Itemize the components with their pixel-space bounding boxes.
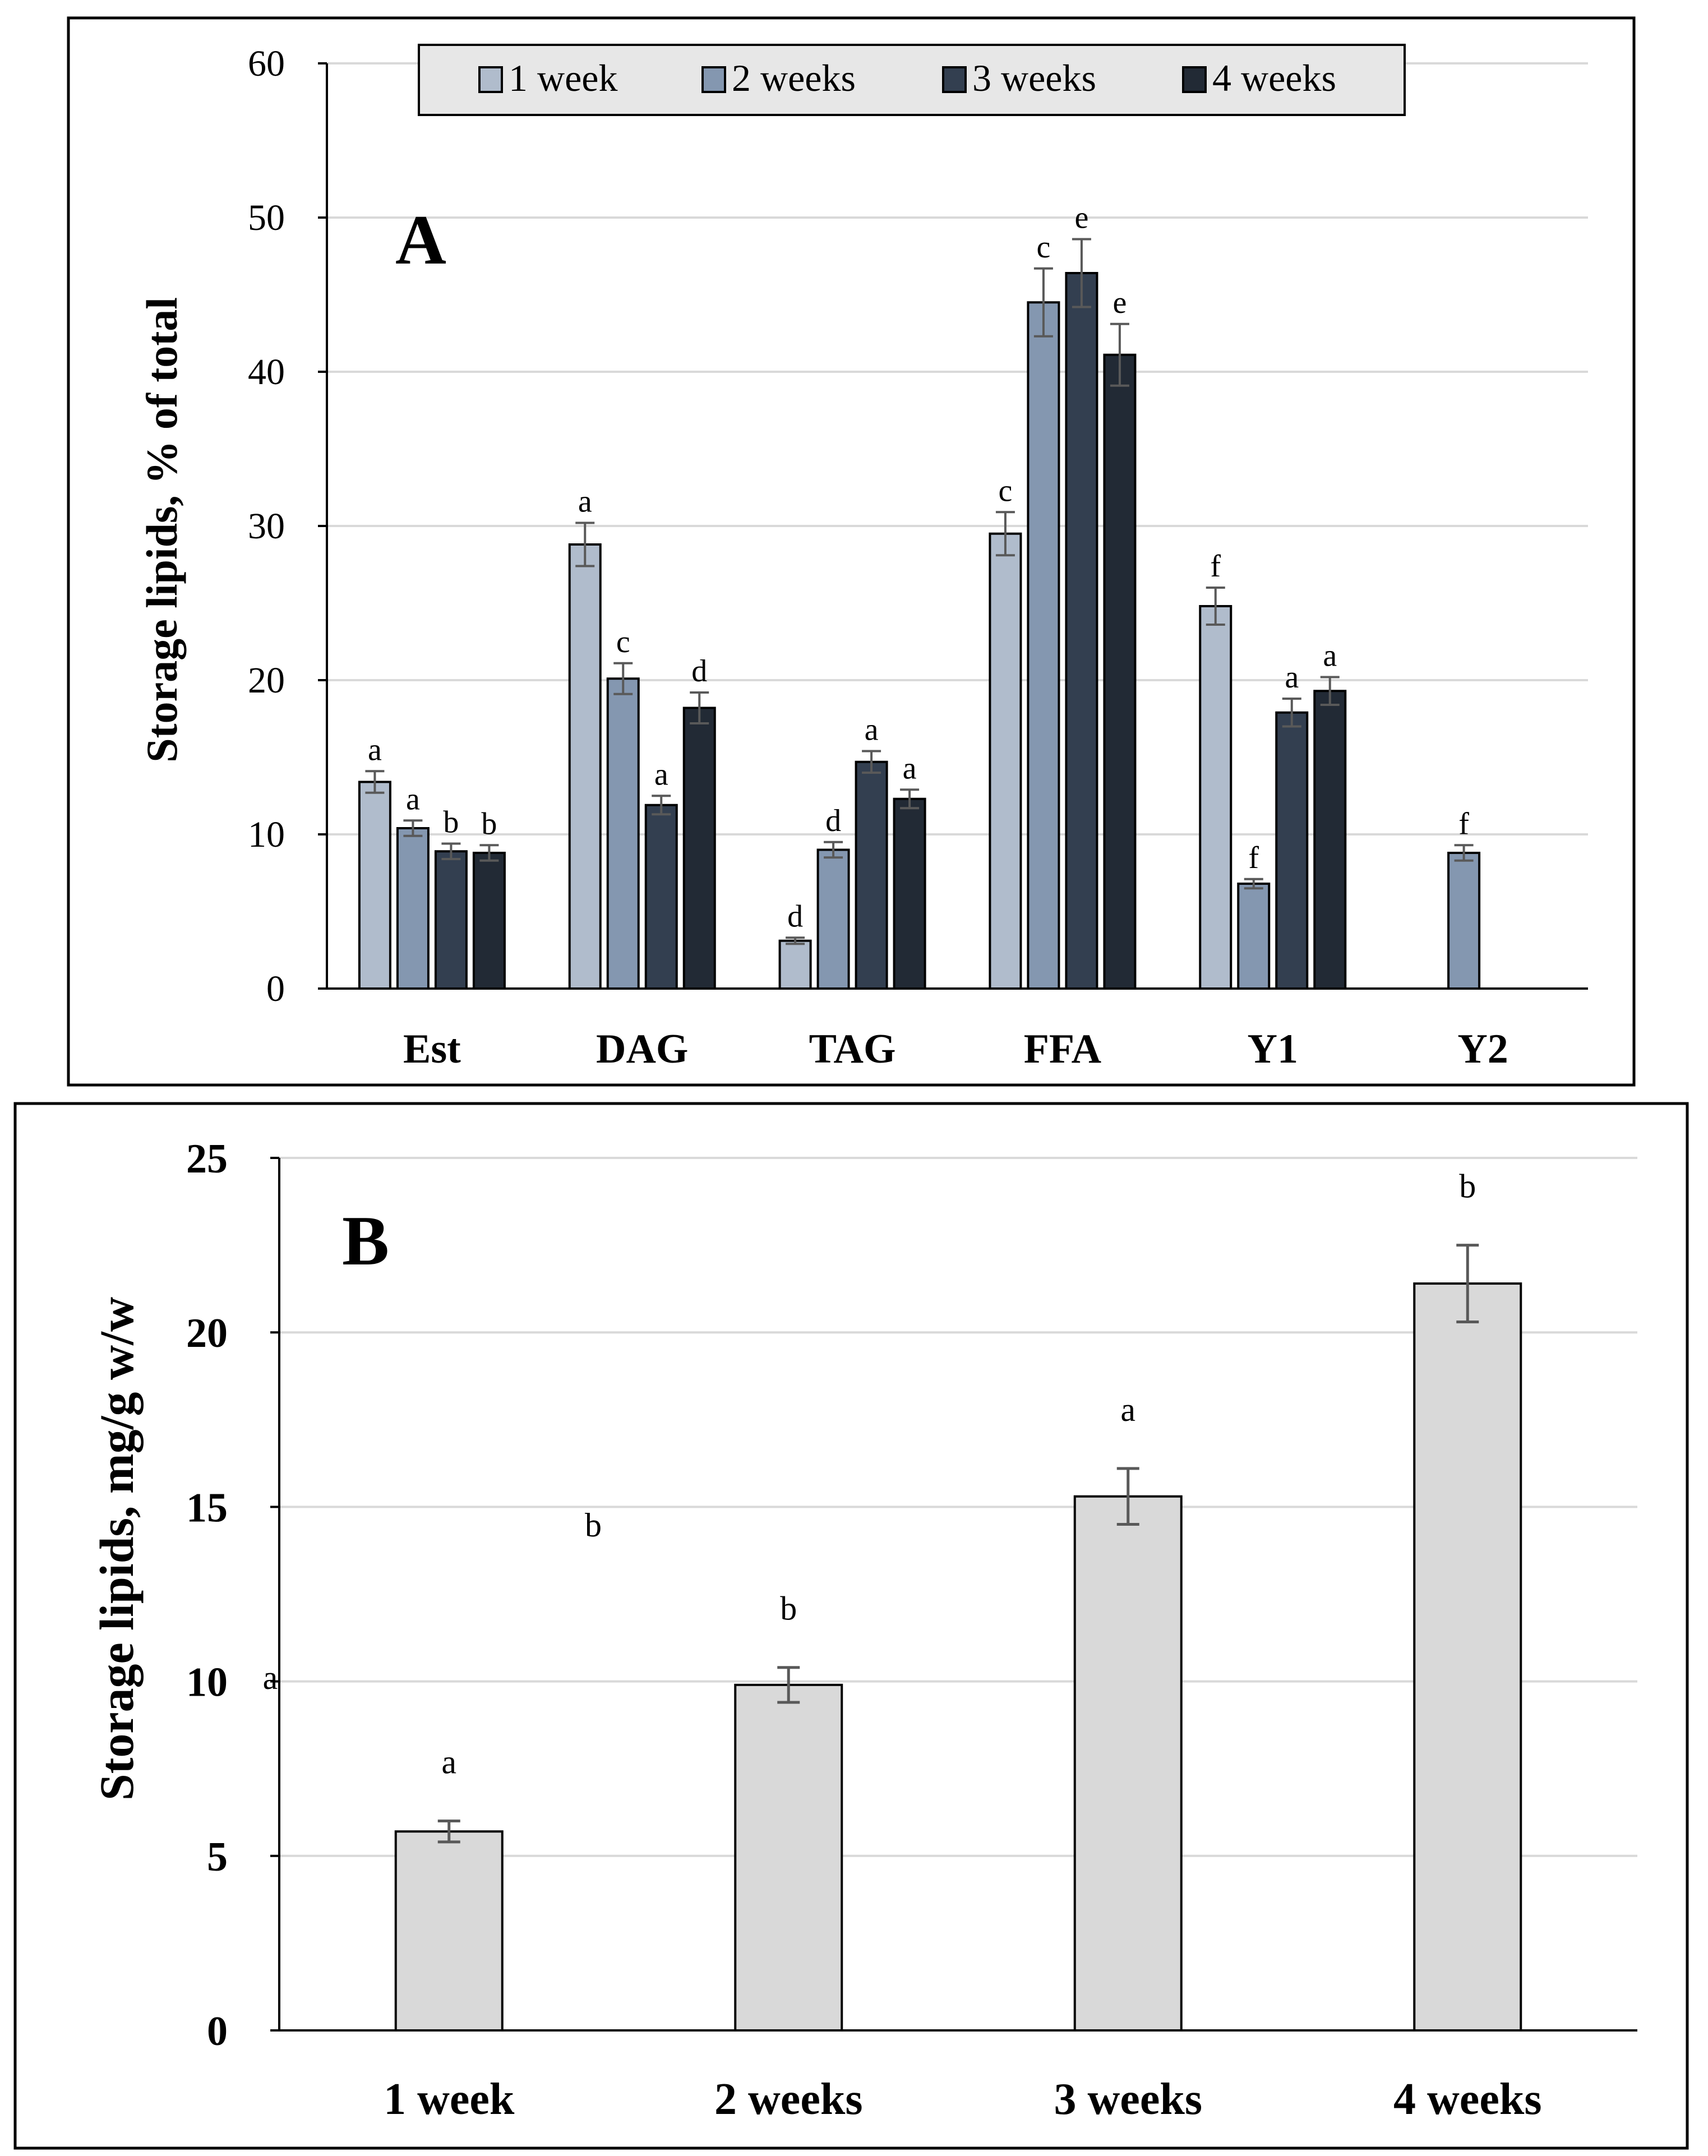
bar [893, 797, 926, 990]
y-tick-label: 10 [186, 1660, 228, 1706]
panel-a-y-axis-label: Storage lipids, % of total [137, 297, 186, 763]
y-tick-label: 20 [248, 660, 285, 701]
legend-swatch [478, 66, 503, 93]
bar [855, 760, 888, 990]
significance-letter: a [1323, 639, 1337, 673]
x-tick-label: 4 weeks [1393, 2075, 1541, 2124]
y-tick-label: 5 [207, 1834, 228, 1880]
significance-letter: a [903, 751, 917, 786]
significance-letter: a [368, 732, 382, 767]
y-tick-label: 60 [248, 43, 285, 84]
significance-letter: a [578, 484, 592, 519]
significance-letter: b [443, 805, 459, 840]
y-tick-label: 30 [248, 506, 285, 547]
bar [644, 804, 678, 990]
legend-entry: 1 week [509, 57, 617, 99]
significance-letter: d [691, 654, 707, 689]
x-tick-label: Y2 [1457, 1026, 1508, 1072]
significance-letter: b [1459, 1168, 1476, 1205]
panel-a-frame [67, 16, 1636, 1087]
bar [1065, 272, 1098, 990]
panel-b-axes: 0 5 10 15 20 25 1 week 2 weeks 3 weeks 4 weeks [186, 1136, 1637, 2124]
x-tick-label: 2 weeks [714, 2075, 862, 2124]
significance-letter: c [616, 625, 630, 659]
bar [1313, 690, 1347, 990]
panel-a-legend: 1 week 2 weeks 3 weeks 4 weeks [418, 44, 1406, 116]
significance-letter: f [1248, 841, 1259, 875]
panel-b-bars: a b a b [394, 1168, 1522, 2032]
bar [682, 707, 716, 990]
panel-a-letter: A [395, 201, 446, 279]
legend-entry: 4 weeks [1212, 57, 1336, 99]
panel-a-axes: 0 10 20 30 40 50 60 Est DAG TAG FFA Y1 Y2 [248, 43, 1588, 1072]
significance-letter: d [825, 804, 841, 838]
significance-letter: a [406, 782, 420, 816]
significance-letter: b [481, 806, 497, 841]
x-tick-label: 1 week [384, 2075, 515, 2124]
panel-b-frame [13, 1102, 1689, 2150]
y-tick-label: 10 [248, 814, 285, 855]
x-tick-label: Est [403, 1026, 461, 1072]
significance-letter: e [1112, 285, 1127, 320]
significance-letter: a [1120, 1391, 1135, 1428]
y-tick-label: 25 [186, 1136, 228, 1182]
bar [1237, 883, 1271, 990]
bar [989, 532, 1022, 990]
bar [1103, 353, 1137, 990]
legend-swatch [701, 66, 726, 93]
x-tick-label: FFA [1024, 1026, 1101, 1072]
stray-letter: a [263, 1659, 278, 1696]
bar [734, 1683, 843, 2032]
legend-swatch [942, 66, 967, 93]
bar [434, 850, 468, 990]
bar [1199, 605, 1232, 990]
y-tick-label: 0 [207, 2009, 228, 2055]
bar [1073, 1495, 1183, 2032]
y-tick-label: 40 [248, 352, 285, 393]
bar [472, 852, 506, 990]
legend-entry: 2 weeks [732, 57, 856, 99]
x-tick-label: DAG [596, 1026, 688, 1072]
y-tick-label: 50 [248, 197, 285, 238]
bar [816, 848, 850, 990]
significance-letter: d [787, 899, 803, 934]
x-tick-label: Y1 [1248, 1026, 1298, 1072]
x-tick-label: 3 weeks [1054, 2075, 1202, 2124]
panel-b: a b a b 0 5 10 15 20 25 1 week 2 weeks 3 weeks 4 wee… [13, 1102, 1689, 2150]
x-tick-label: TAG [809, 1026, 896, 1072]
y-tick-label: 0 [266, 968, 285, 1009]
y-tick-label: 20 [186, 1310, 228, 1356]
bar [568, 543, 602, 990]
significance-letter: c [1036, 230, 1050, 265]
bar [606, 677, 640, 990]
stray-letter: b [585, 1507, 602, 1544]
significance-letter: c [998, 473, 1012, 508]
significance-letter: a [441, 1744, 456, 1781]
significance-letter: e [1074, 201, 1088, 236]
bar [394, 1830, 504, 2032]
bar [778, 939, 812, 990]
significance-letter: a [654, 757, 668, 792]
legend-entry: 3 weeks [972, 57, 1096, 99]
legend-box [418, 44, 1406, 116]
y-tick-label: 15 [186, 1485, 228, 1531]
panel-b-letter: B [342, 1202, 389, 1280]
significance-letter: a [1285, 660, 1299, 695]
panel-b-y-axis-label: Storage lipids, mg/g w/w [90, 1297, 144, 1800]
significance-letter: a [865, 713, 879, 747]
bar [1275, 711, 1309, 990]
significance-letter: f [1458, 806, 1469, 841]
panel-b-gridlines [279, 1157, 1637, 1857]
significance-letter: f [1210, 549, 1221, 584]
legend-swatch [1182, 66, 1207, 93]
bar [1413, 1282, 1522, 2032]
bar [358, 781, 391, 990]
significance-letter: b [780, 1590, 797, 1627]
bar [1447, 852, 1481, 990]
bar [396, 827, 430, 990]
bar [1027, 301, 1060, 990]
